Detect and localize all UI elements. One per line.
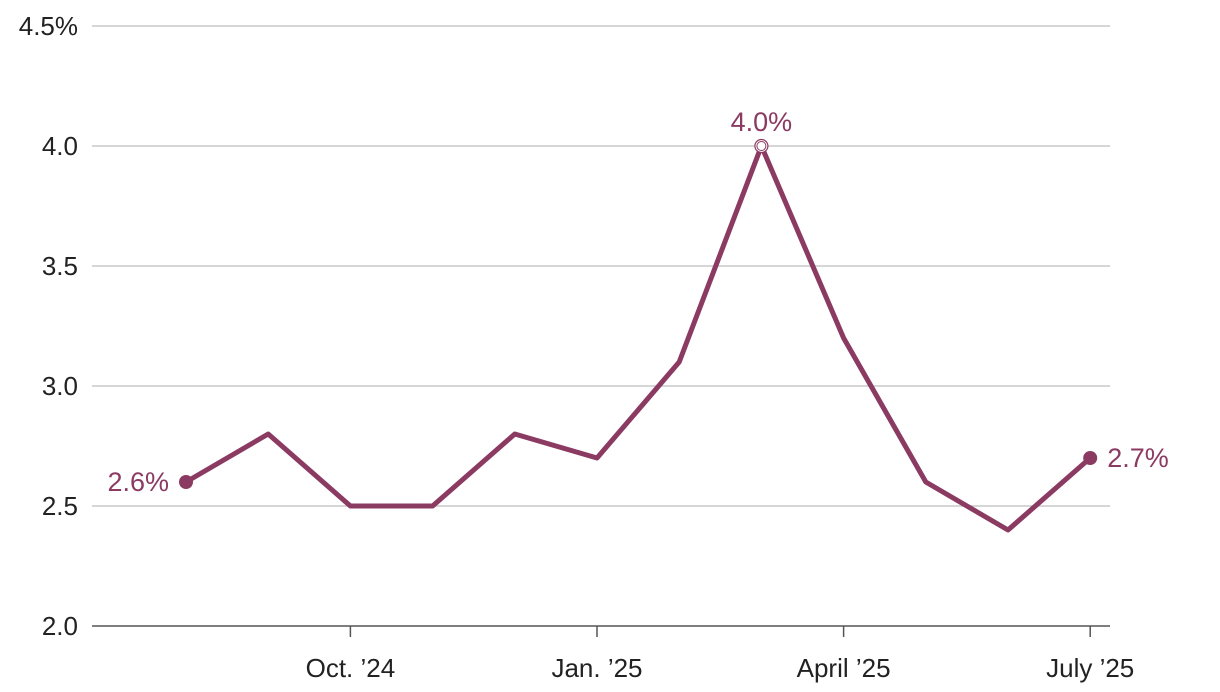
y-tick-label: 3.5	[42, 251, 78, 281]
y-tick-label: 2.5	[42, 491, 78, 521]
y-tick-label: 4.5%	[19, 11, 78, 41]
x-tick-label: July ’25	[1046, 653, 1134, 683]
data-point-marker-inner	[756, 141, 767, 151]
x-tick-label: Oct. ’24	[306, 653, 396, 683]
data-label: 2.7%	[1107, 443, 1169, 473]
y-tick-label: 2.0	[42, 611, 78, 641]
data-point-marker	[1083, 451, 1098, 465]
data-point-marker	[179, 475, 193, 489]
x-tick-label: Jan. ’25	[551, 653, 642, 683]
y-tick-label: 3.0	[42, 371, 78, 401]
data-label: 4.0%	[731, 107, 793, 137]
data-annotations: 2.6% 4.0% 2.7%	[107, 107, 1168, 497]
series-line	[183, 143, 1093, 533]
x-tick-label: April ’25	[797, 653, 891, 683]
y-axis-tick-labels: 2.0 2.5 3.0 3.5 4.0 4.5%	[19, 11, 78, 641]
gridlines	[92, 25, 1110, 507]
x-axis: Oct. ’24 Jan. ’25 April ’25 July ’25	[92, 625, 1134, 683]
data-label: 2.6%	[107, 467, 169, 497]
series-line-layer	[183, 143, 1093, 533]
y-tick-label: 4.0	[42, 131, 78, 161]
